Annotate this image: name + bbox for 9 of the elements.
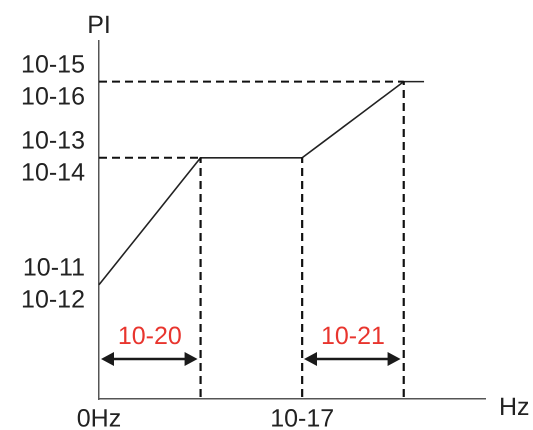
x-tick-label: 0Hz (76, 404, 122, 430)
annotation: 10-13 10-14 (21, 126, 86, 187)
x-tick-label: 10-17 (270, 404, 334, 430)
annotation: 10-21 (320, 322, 385, 350)
x-axis-title: Hz (499, 393, 530, 421)
annotation: 10-15 10-16 (21, 50, 85, 111)
annotation: 10-20 (118, 322, 182, 350)
y-axis-title: PI (87, 11, 111, 39)
annotation: 10-11 10-12 (21, 254, 85, 314)
